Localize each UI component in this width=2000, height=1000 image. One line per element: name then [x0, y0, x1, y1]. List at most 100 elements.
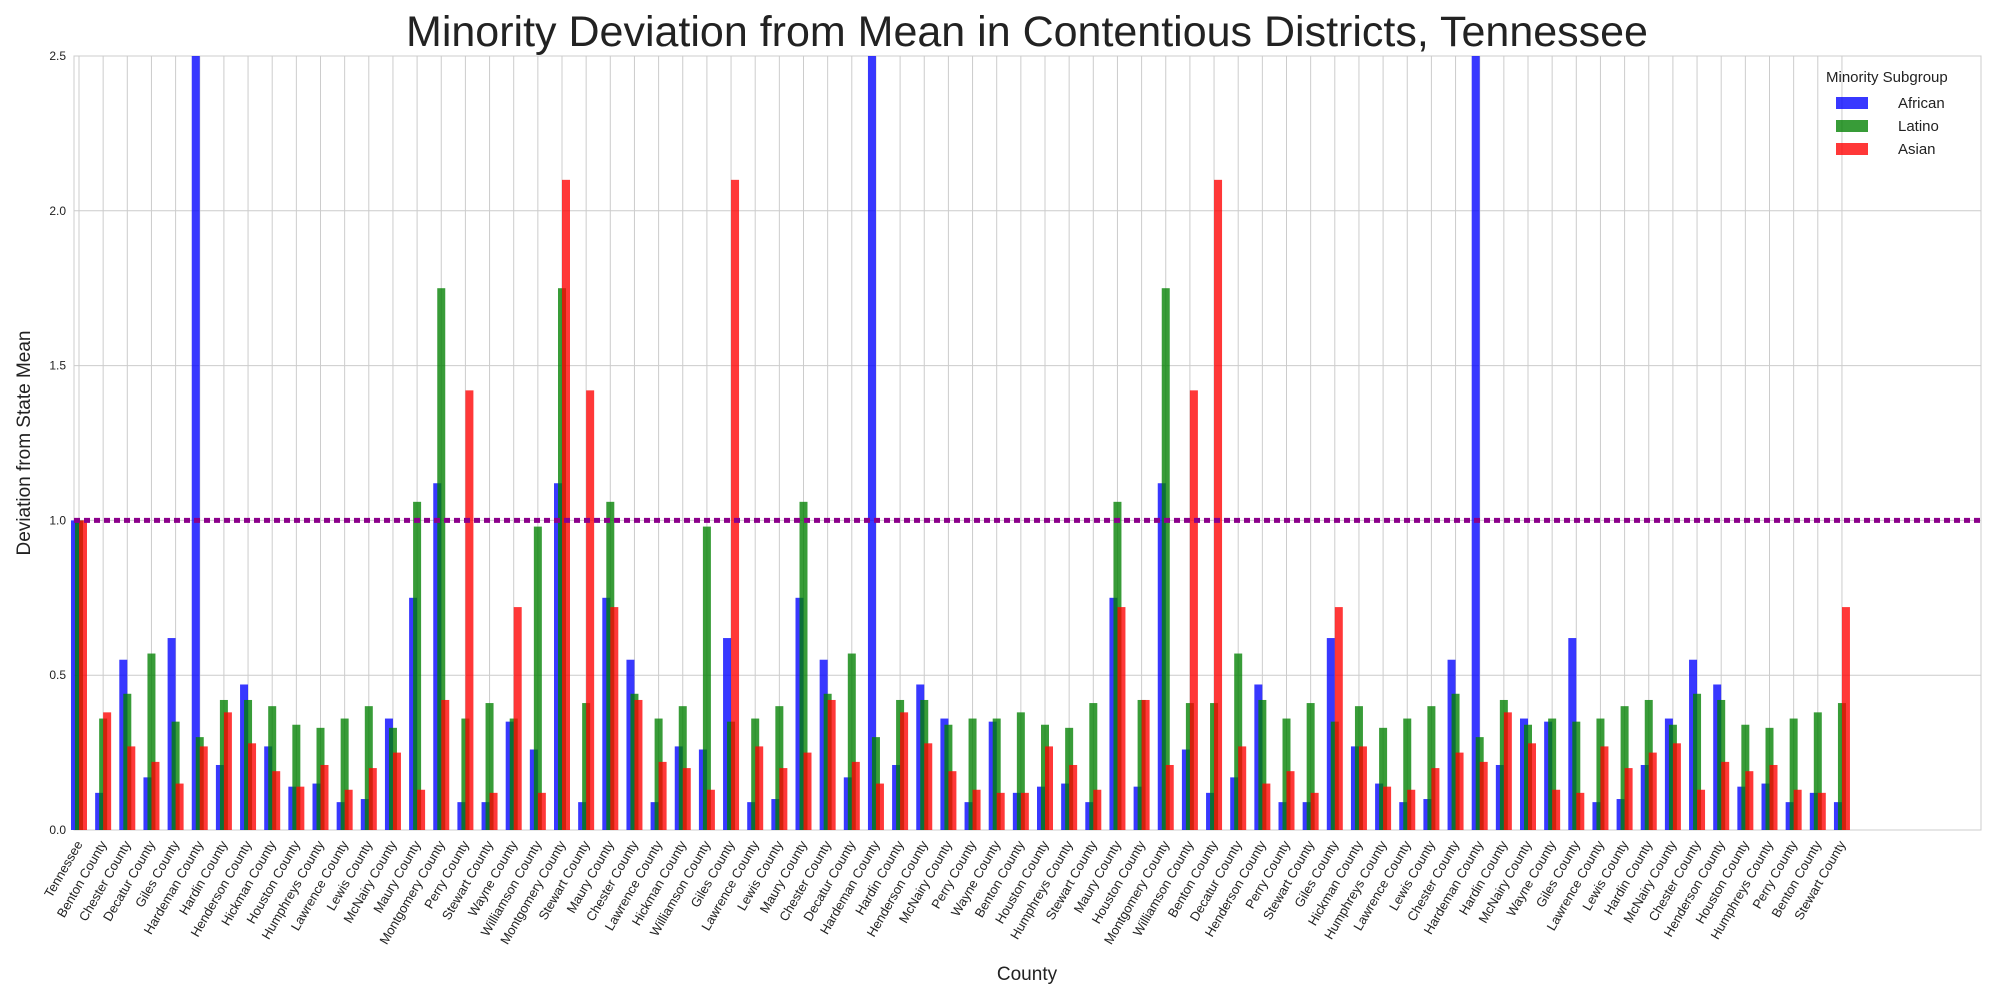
bar — [437, 288, 446, 830]
bar — [1548, 718, 1557, 830]
bar — [344, 789, 353, 830]
y-axis-label: Deviation from State Mean — [14, 331, 35, 556]
bar — [272, 771, 281, 830]
bar — [199, 746, 208, 830]
bar — [103, 712, 112, 830]
bar — [1471, 56, 1480, 830]
bar — [1576, 792, 1585, 830]
bar — [996, 792, 1005, 830]
bar — [775, 706, 784, 830]
bar — [1789, 718, 1798, 830]
bar — [413, 501, 422, 830]
bar — [610, 607, 619, 830]
bar — [682, 768, 691, 830]
bar — [248, 743, 257, 830]
legend-swatch — [1836, 97, 1868, 109]
bar — [223, 712, 232, 830]
bar — [799, 501, 808, 830]
bar — [1093, 789, 1102, 830]
bar — [1648, 752, 1657, 830]
bar — [1572, 721, 1581, 830]
bar — [364, 706, 373, 830]
bar — [1189, 390, 1198, 830]
bar — [1089, 703, 1098, 830]
bar — [948, 771, 957, 830]
bar — [1214, 179, 1223, 831]
bar — [191, 56, 200, 830]
bar — [972, 789, 981, 830]
bar — [340, 718, 349, 830]
bar — [803, 752, 812, 830]
bar — [634, 699, 643, 830]
legend-label: Latino — [1898, 118, 1939, 135]
bar — [658, 761, 667, 830]
y-tick-label: 2.5 — [49, 49, 66, 63]
bar — [1258, 699, 1267, 830]
bar — [268, 706, 277, 830]
bar — [924, 743, 933, 830]
bar — [489, 792, 498, 830]
bar — [368, 768, 377, 830]
y-tick-label: 0.0 — [49, 823, 66, 837]
bar — [79, 520, 87, 830]
bar — [320, 764, 329, 830]
bar — [392, 752, 401, 830]
bar — [900, 712, 909, 830]
chart-title: Minority Deviation from Mean in Contenti… — [406, 8, 1648, 56]
bar — [992, 718, 1001, 830]
bar — [1334, 607, 1343, 830]
bar — [1817, 792, 1826, 830]
bar — [533, 526, 542, 830]
bar — [151, 761, 160, 830]
bar — [1697, 789, 1706, 830]
bar — [851, 761, 860, 830]
bar — [1403, 718, 1412, 830]
bar — [1693, 693, 1702, 830]
bar — [1427, 706, 1436, 830]
bar — [1624, 768, 1633, 830]
bar — [678, 706, 687, 830]
bar — [1069, 764, 1078, 830]
y-tick-label: 1.0 — [49, 513, 66, 527]
bar — [1431, 768, 1440, 830]
bar — [1286, 771, 1295, 830]
bar — [1262, 783, 1271, 830]
bar — [1358, 746, 1367, 830]
bar — [1045, 746, 1053, 830]
legend-swatch — [1836, 143, 1868, 155]
bar — [1620, 706, 1629, 830]
bar — [779, 768, 788, 830]
bar — [1479, 761, 1488, 830]
bar — [1383, 786, 1392, 830]
y-tick-label: 0.5 — [49, 668, 66, 682]
bar — [1793, 789, 1802, 830]
bar — [1455, 752, 1464, 830]
bar — [147, 653, 156, 830]
bar — [1234, 653, 1243, 830]
bar — [1721, 761, 1730, 830]
bar — [1020, 792, 1029, 830]
legend-label: African — [1898, 95, 1945, 112]
bar — [1117, 607, 1126, 830]
bar — [1503, 712, 1512, 830]
bar — [1672, 743, 1681, 830]
bar — [1016, 712, 1025, 830]
bar — [127, 746, 136, 830]
bar — [465, 390, 474, 830]
bar — [1769, 764, 1778, 830]
bar — [702, 526, 711, 830]
bar — [1528, 743, 1536, 830]
bar — [1745, 771, 1754, 830]
bar — [1306, 703, 1315, 830]
bar — [1310, 792, 1319, 830]
bar — [417, 789, 426, 830]
y-tick-label: 2.0 — [49, 204, 66, 218]
bar — [867, 56, 876, 830]
plot-area — [73, 55, 1982, 831]
bar — [1238, 746, 1247, 830]
bar — [296, 786, 305, 830]
bar — [1379, 727, 1388, 830]
bar — [1407, 789, 1416, 830]
bar — [537, 792, 546, 830]
